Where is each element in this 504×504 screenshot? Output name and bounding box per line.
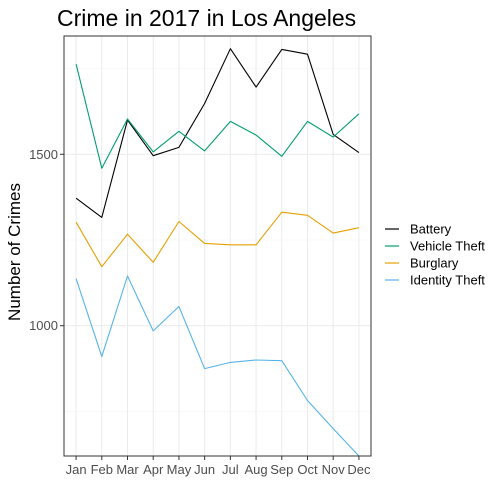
grid-layer (64, 36, 371, 456)
x-tick-label: Jul (222, 462, 239, 477)
x-tick-label: Jan (66, 462, 87, 477)
series-line-vehicle-theft (75, 63, 360, 169)
y-axis-title: Number of Crimes (5, 183, 24, 321)
legend-label: Vehicle Theft (410, 239, 485, 254)
x-tick-label: Feb (91, 462, 113, 477)
x-tick-label: Mar (116, 462, 139, 477)
legend: Battery Vehicle Theft Burglary Identity The… (385, 222, 485, 288)
x-tick-label: Sep (270, 462, 293, 477)
x-tick-label: Nov (322, 462, 346, 477)
y-tick-label: 1000 (29, 318, 58, 333)
x-tick-label: Aug (244, 462, 267, 477)
legend-label: Burglary (410, 256, 459, 271)
series-line-identity-theft (75, 275, 360, 457)
axis-layer: 1000 1500 Jan Feb Mar Apr May Jun Jul Aug Sep Oct No… (29, 147, 371, 477)
x-tick-label: May (167, 462, 192, 477)
x-tick-label: Jun (194, 462, 215, 477)
x-tick-label: Oct (297, 462, 318, 477)
series-line-battery (75, 48, 360, 218)
chart-title: Crime in 2017 in Los Angeles (57, 5, 356, 31)
legend-label: Identity Theft (410, 273, 485, 288)
x-tick-label: Apr (143, 462, 164, 477)
x-tick-label: Dec (347, 462, 371, 477)
series-line-burglary (75, 211, 360, 268)
y-tick-label: 1500 (29, 147, 58, 162)
plot-panel (63, 35, 372, 457)
series-layer (75, 48, 360, 457)
legend-label: Battery (410, 222, 452, 237)
